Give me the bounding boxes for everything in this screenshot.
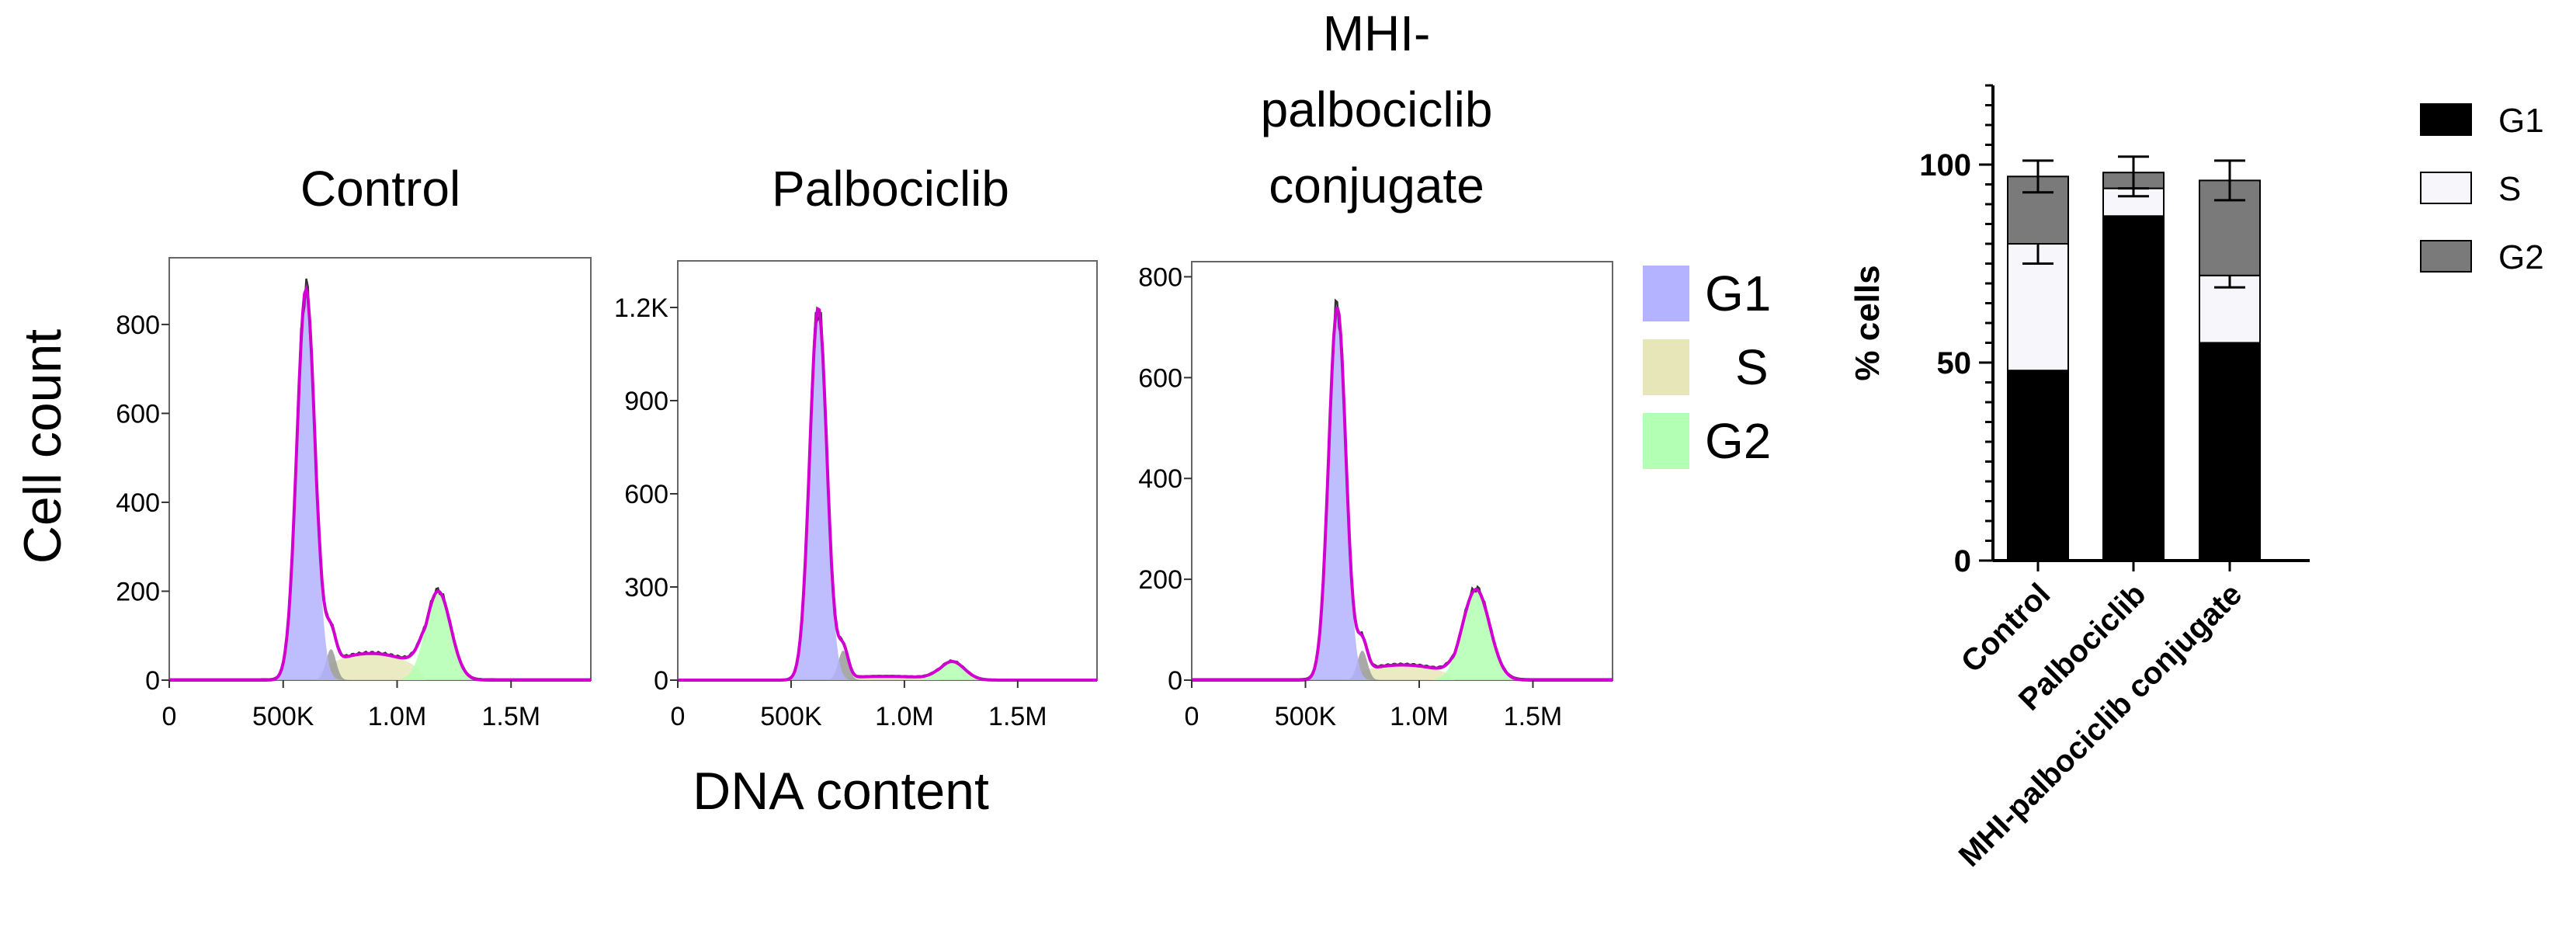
- legend-label: G1: [1705, 266, 1771, 321]
- s-phase-area: [678, 676, 1097, 680]
- bar-chart-legend: G1 S G2: [2420, 102, 2544, 276]
- y-tick-label: 0: [1168, 666, 1182, 696]
- bar-segment-g1: [2199, 342, 2261, 561]
- model-fit-line: [1192, 307, 1613, 682]
- panel-title: palbociclib: [1261, 82, 1493, 137]
- histogram-palbociclib: Palbociclib 0 300 600 900 1.2K 0 500K 1.0M 1.5M: [614, 161, 1098, 731]
- y-tick-label: 1.2K: [614, 293, 668, 323]
- x-tick-label: 1.5M: [1504, 702, 1563, 731]
- bar-segment-g1: [2007, 370, 2069, 562]
- model-fit-line: [169, 283, 591, 682]
- x-tick-label: 500K: [252, 702, 314, 731]
- plot-frame: [168, 257, 592, 681]
- x-tick-label: 1.0M: [875, 702, 934, 731]
- bar-segment-s: [2007, 243, 2069, 372]
- y-tick-label: 200: [116, 577, 160, 606]
- y-tick-label: 200: [1138, 565, 1182, 595]
- panel-title: conjugate: [1269, 158, 1484, 214]
- s-phase-area: [169, 653, 591, 680]
- legend-swatch: [2420, 172, 2472, 204]
- panel-title: Palbociclib: [772, 161, 1009, 217]
- y-axis-label: % cells: [1849, 265, 1887, 380]
- legend-swatch: [2420, 103, 2472, 136]
- x-tick-label: 500K: [760, 702, 822, 731]
- s-phase-area: [1192, 665, 1613, 680]
- y-tick-label: 600: [624, 480, 668, 509]
- legend-swatch: [1643, 413, 1689, 469]
- x-tick-label: 500K: [1275, 702, 1337, 731]
- x-tick-label: 0: [671, 702, 686, 731]
- y-tick-label: 50: [1937, 346, 1972, 380]
- x-tick-label: 1.5M: [988, 702, 1047, 731]
- histogram-mhi-palbociclib-conjugate: MHI-palbociclib conjugate 0 200 400 600 800 0 50…: [1138, 5, 1613, 731]
- bar-segment-g1: [2102, 215, 2165, 561]
- y-tick-label: 0: [145, 666, 160, 696]
- legend-label: S: [2498, 170, 2521, 208]
- x-tick-label: 1.0M: [368, 702, 427, 731]
- y-tick-label: 400: [1138, 464, 1182, 494]
- plot-frame: [677, 260, 1098, 681]
- y-axis-title: Cell count: [13, 329, 72, 564]
- legend-label: S: [1735, 339, 1769, 395]
- panel-title: MHI-: [1323, 5, 1431, 61]
- y-tick-label: 900: [624, 387, 668, 416]
- x-tick-label: 0: [1185, 702, 1199, 731]
- x-tick-label: 0: [162, 702, 177, 731]
- legend-label: G2: [1705, 413, 1771, 469]
- legend-swatch: [1643, 339, 1689, 395]
- y-tick-label: 600: [1138, 363, 1182, 393]
- y-tick-label: 300: [624, 573, 668, 602]
- x-tick-label: 1.0M: [1390, 702, 1449, 731]
- panel-title: Control: [300, 161, 460, 217]
- legend-swatch: [2420, 240, 2472, 273]
- y-tick-label: 400: [116, 488, 160, 518]
- legend-label: G1: [2498, 102, 2544, 140]
- y-tick-label: 100: [1919, 148, 1971, 182]
- model-fit-line: [678, 306, 1097, 682]
- x-axis-title: DNA content: [693, 762, 989, 821]
- y-tick-label: 0: [1954, 544, 1971, 578]
- histogram-legend: G1 S G2: [1643, 266, 1771, 469]
- y-tick-label: 0: [654, 666, 668, 696]
- histogram-control: Control 0 200 400 600 800 0 500K 1.0M 1.5M: [116, 161, 592, 731]
- y-tick-label: 800: [116, 311, 160, 340]
- plot-frame: [1191, 261, 1613, 681]
- y-tick-label: 800: [1138, 262, 1182, 292]
- legend-swatch: [1643, 266, 1689, 321]
- x-tick-label: 1.5M: [481, 702, 540, 731]
- legend-label: G2: [2498, 238, 2544, 276]
- y-tick-label: 600: [116, 399, 160, 429]
